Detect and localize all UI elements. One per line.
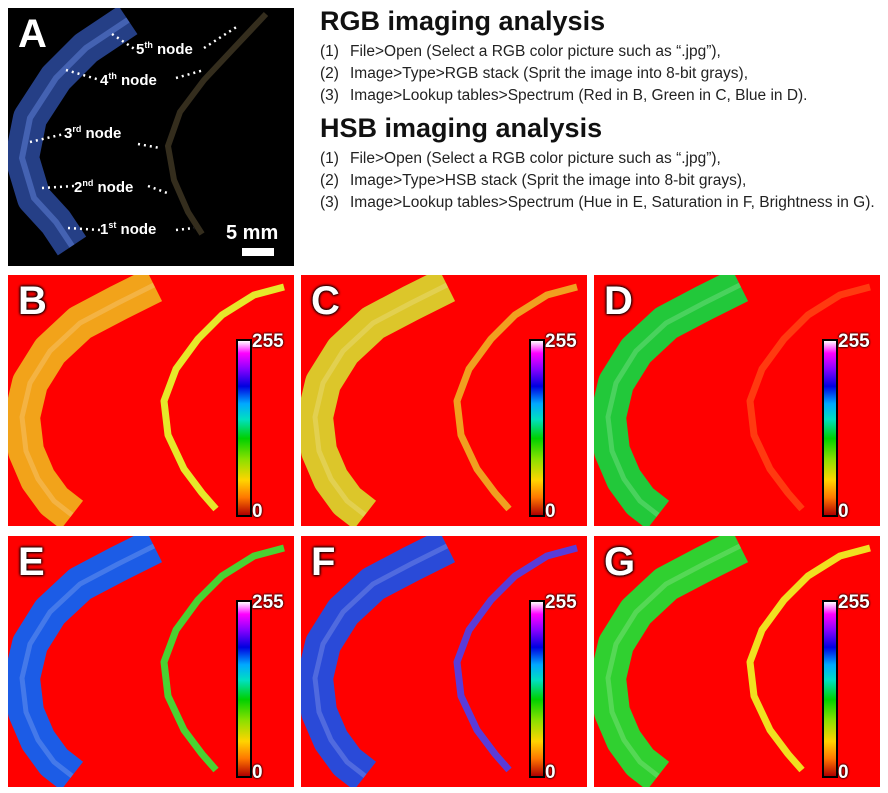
panel-c: C 255 0	[301, 275, 587, 526]
rgb-step: (3) Image>Lookup tables>Spectrum (Red in …	[320, 87, 808, 104]
hsb-step: (2) Image>Type>HSB stack (Sprit the image…	[320, 172, 747, 189]
panel-g-image	[594, 536, 871, 787]
rgb-step: (1) File>Open (Select a RGB color picture…	[320, 43, 721, 60]
node-label-5: 5th node	[136, 40, 193, 58]
panel-label: E	[18, 540, 45, 584]
scale-bar	[242, 248, 274, 256]
node-label-3: 3rd node	[64, 124, 122, 142]
panel-a: A 5th node 4th node 3rd node 2nd node 1s…	[8, 8, 294, 266]
panel-a-label: A	[18, 12, 47, 56]
colorbar-max-label: 255	[838, 592, 870, 613]
node-label-2: 2nd node	[74, 178, 134, 196]
hsb-step: (3) Image>Lookup tables>Spectrum (Hue in …	[320, 194, 875, 211]
colorbar-max-label: 255	[252, 592, 284, 613]
colorbar-min-label: 0	[838, 501, 849, 522]
colorbar-min-label: 0	[545, 762, 556, 783]
colorbar-max-label: 255	[545, 592, 577, 613]
hsb-section-title: HSB imaging analysis	[320, 113, 603, 143]
colorbar-max-label: 255	[545, 331, 577, 352]
panel-b-image	[8, 275, 285, 526]
hsb-steps: (1) File>Open (Select a RGB color picture…	[320, 148, 885, 214]
rgb-steps: (1) File>Open (Select a RGB color picture…	[320, 41, 885, 107]
panel-e: E 255 0	[8, 536, 294, 787]
panel-b: B 255 0	[8, 275, 294, 526]
colorbar-min-label: 0	[252, 501, 263, 522]
protocol-text: RGB imaging analysis (1) File>Open (Selec…	[320, 6, 885, 220]
colorbar	[529, 339, 545, 517]
rgb-section-title: RGB imaging analysis	[320, 6, 606, 36]
panel-label: C	[311, 279, 340, 323]
panel-d-image	[594, 275, 871, 526]
colorbar	[236, 339, 252, 517]
rgb-step: (2) Image>Type>RGB stack (Sprit the image…	[320, 65, 749, 82]
panel-a-photo	[8, 8, 269, 256]
panel-f-image	[301, 536, 578, 787]
node-label-1: 1st node	[100, 220, 157, 238]
colorbar-max-label: 255	[252, 331, 284, 352]
panel-label: B	[18, 279, 47, 323]
colorbar	[822, 339, 838, 517]
panel-label: F	[311, 540, 336, 584]
panel-e-image	[8, 536, 285, 787]
panel-d: D 255 0	[594, 275, 880, 526]
panel-g: G 255 0	[594, 536, 880, 787]
panel-f: F 255 0	[301, 536, 587, 787]
scale-bar-label: 5 mm	[226, 222, 279, 244]
colorbar-min-label: 0	[252, 762, 263, 783]
panel-label: D	[604, 279, 633, 323]
colorbar	[236, 600, 252, 778]
panel-c-image	[301, 275, 578, 526]
colorbar-max-label: 255	[838, 331, 870, 352]
colorbar-min-label: 0	[838, 762, 849, 783]
panel-label: G	[604, 540, 636, 584]
colorbar	[822, 600, 838, 778]
colorbar	[529, 600, 545, 778]
hsb-step: (1) File>Open (Select a RGB color picture…	[320, 150, 721, 167]
node-label-4: 4th node	[100, 71, 157, 89]
colorbar-min-label: 0	[545, 501, 556, 522]
